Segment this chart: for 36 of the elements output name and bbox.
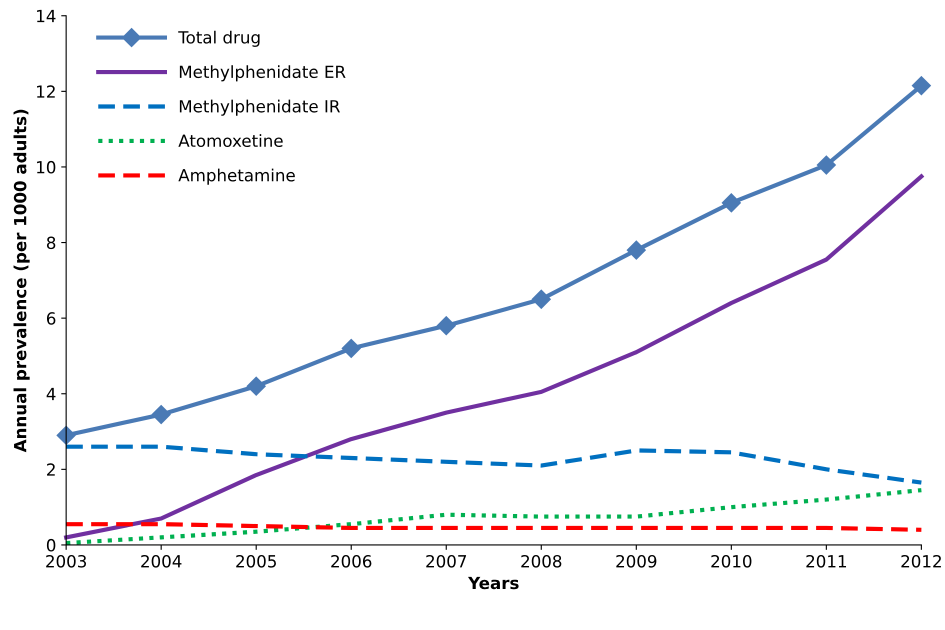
point <box>722 193 741 212</box>
y-tick-label: 8 <box>46 236 56 250</box>
legend-label: Atomoxetine <box>178 134 283 148</box>
x-tick-label: 2005 <box>236 554 276 568</box>
point <box>912 76 931 96</box>
x-tick-label: 2006 <box>331 554 372 568</box>
point <box>436 316 456 336</box>
legend-label: Total drug <box>178 30 260 47</box>
point <box>532 290 551 309</box>
point <box>816 156 836 175</box>
point <box>56 426 76 445</box>
y-tick-label: 2 <box>47 463 55 476</box>
x-tick-label: 2004 <box>141 554 182 568</box>
x-tick-label: 2010 <box>711 554 752 568</box>
x-tick-label: 2011 <box>806 554 846 568</box>
y-tick-label: 0 <box>46 538 56 552</box>
x-tick-label: 2008 <box>521 554 562 568</box>
x-axis-title: Years <box>468 576 519 590</box>
point <box>152 405 171 424</box>
point <box>342 338 361 358</box>
line-series <box>64 444 924 485</box>
y-axis-title: Annual prevalence (per 1000 adults) <box>14 110 30 452</box>
y-tick-label: 4 <box>46 388 56 400</box>
y-tick-label: 14 <box>37 10 56 22</box>
y-tick-label: 12 <box>37 85 55 98</box>
x-tick-label: 2012 <box>901 554 941 568</box>
y-tick-label: 10 <box>37 160 56 174</box>
y-tick-label: 6 <box>46 312 56 325</box>
legend-label: Amphetamine <box>178 168 295 185</box>
x-tick-label: 2007 <box>426 554 466 568</box>
point <box>246 376 266 396</box>
legend-label: Methylphenidate IR <box>180 100 340 116</box>
point <box>626 240 646 260</box>
x-tick-label: 2009 <box>616 554 656 568</box>
x-tick-label: 2003 <box>46 554 86 568</box>
legend-label: Methylphenidate ER <box>180 65 346 82</box>
